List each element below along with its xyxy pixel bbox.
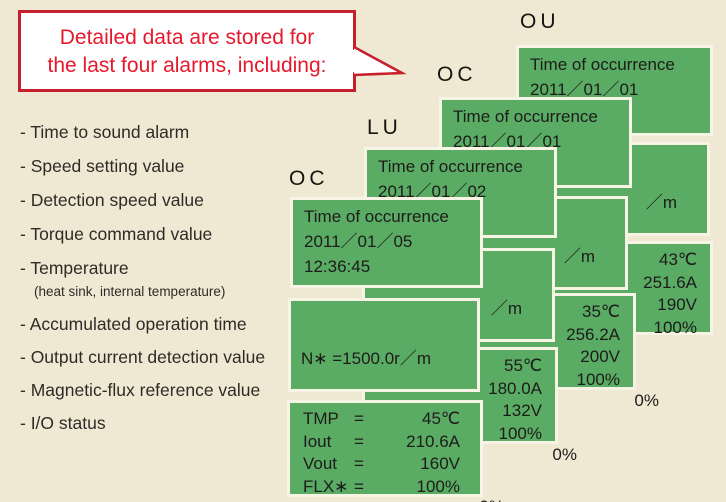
list-item: - Output current detection value: [20, 347, 295, 367]
screen-status-row: TMP = 45℃: [303, 408, 467, 431]
feature-list: - Time to sound alarm - Speed setting va…: [20, 122, 295, 446]
callout-pointer-icon: [350, 45, 407, 77]
screen-text-line: 2011／01／05: [304, 232, 413, 251]
list-item-text: - Torque command value: [20, 224, 213, 244]
status-label: Iout: [303, 431, 332, 451]
screen-value: 132V: [502, 401, 542, 420]
list-item-text: - Magnetic-flux reference value: [20, 380, 261, 400]
equals-sign: =: [354, 454, 364, 473]
status-label: Vout: [303, 454, 338, 473]
status-value: 100%: [416, 476, 460, 496]
screen-text-line: 12:36:45: [304, 257, 371, 276]
screen-text-line: Time of occurrence: [530, 55, 675, 74]
screen-value: 180.0A: [488, 378, 542, 398]
list-item: - Accumulated operation time: [20, 314, 295, 334]
list-item-text: - Speed setting value: [20, 156, 185, 176]
alarm-code-label-ou: OU: [520, 10, 560, 33]
screen-text-line: Time of occurrence: [453, 107, 598, 126]
screen-value: 200V: [580, 347, 620, 366]
list-item-subtext: (heat sink, internal temperature): [34, 284, 226, 299]
status-label: FLX∗: [303, 476, 349, 496]
list-item-text: - Time to sound alarm: [20, 122, 190, 142]
status-value: 160V: [420, 454, 460, 473]
screen-text-fragment: 0%: [375, 496, 542, 502]
screen-text-fragment: ／m: [563, 247, 595, 266]
screen-text-fragment: 0%: [634, 391, 659, 410]
screen-status-row: Vout = 160V: [303, 453, 467, 476]
screen-text-fragment: 0%: [552, 445, 577, 464]
equals-sign: =: [354, 409, 364, 428]
list-item-text: - Temperature: [20, 258, 129, 278]
screen-value: 35℃: [581, 302, 620, 321]
list-item: - Time to sound alarm: [20, 122, 295, 142]
equals-sign: =: [354, 431, 364, 451]
screen-text-line: N∗ =1500.0r／m: [301, 349, 431, 368]
screen-text-line: Time of occurrence: [378, 157, 523, 176]
alarm-speed-screen: N∗ =1500.0r／m N =1500.0r／m f ∗ =50.0Hz T…: [288, 298, 480, 500]
callout-line-1: Detailed data are stored for: [59, 26, 315, 49]
screen-value: 251.6A: [643, 272, 697, 292]
callout-box: Detailed data are stored for the last fo…: [18, 10, 356, 92]
screen-value: 190V: [657, 295, 697, 314]
alarm-code-label-oc: OC: [437, 63, 477, 86]
screen-text-line: Time of occurrence: [304, 207, 449, 226]
list-item-text: - Detection speed value: [20, 190, 204, 210]
list-item: - Detection speed value: [20, 190, 295, 210]
screen-text-fragment: ／m: [645, 193, 677, 212]
list-item: - I/O status: [20, 413, 295, 433]
screen-value: 100%: [653, 317, 697, 337]
alarm-time-screen: Time of occurrence 2011／01／05 12:36:45: [290, 197, 483, 288]
screen-text-line: 2011／01／02: [378, 182, 487, 201]
screen-value: 55℃: [503, 356, 542, 375]
screen-status-row: Iout = 210.6A: [303, 431, 467, 454]
screen-value: 100%: [576, 369, 620, 389]
screen-status-row: FLX∗ = 100%: [303, 476, 467, 499]
list-item: - Temperature (heat sink, internal tempe…: [20, 258, 295, 300]
status-value: 45℃: [421, 409, 460, 428]
list-item-text: - Output current detection value: [20, 347, 266, 367]
list-item-text: - Accumulated operation time: [20, 314, 247, 334]
screen-value: 43℃: [658, 250, 697, 269]
screen-value: 256.2A: [566, 324, 620, 344]
screen-value: 100%: [498, 423, 542, 443]
alarm-status-screen: TMP = 45℃ Iout = 210.6A Vout = 160V FLX∗…: [287, 400, 483, 497]
alarm-code-label-oc-front: OC: [289, 167, 329, 190]
status-label: TMP: [303, 409, 339, 428]
list-item: - Magnetic-flux reference value: [20, 380, 295, 400]
list-item-text: - I/O status: [20, 413, 106, 433]
list-item: - Speed setting value: [20, 156, 295, 176]
callout-line-2: the last four alarms, including:: [47, 54, 327, 77]
alarm-code-label-lu: LU: [367, 116, 402, 139]
equals-sign: =: [354, 476, 364, 496]
screen-text-line: 2011／01／01: [453, 132, 562, 151]
screen-text-line: 2011／01／01: [530, 80, 639, 99]
list-item: - Torque command value: [20, 224, 295, 244]
screen-text-fragment: ／m: [490, 299, 522, 318]
status-value: 210.6A: [406, 431, 460, 451]
